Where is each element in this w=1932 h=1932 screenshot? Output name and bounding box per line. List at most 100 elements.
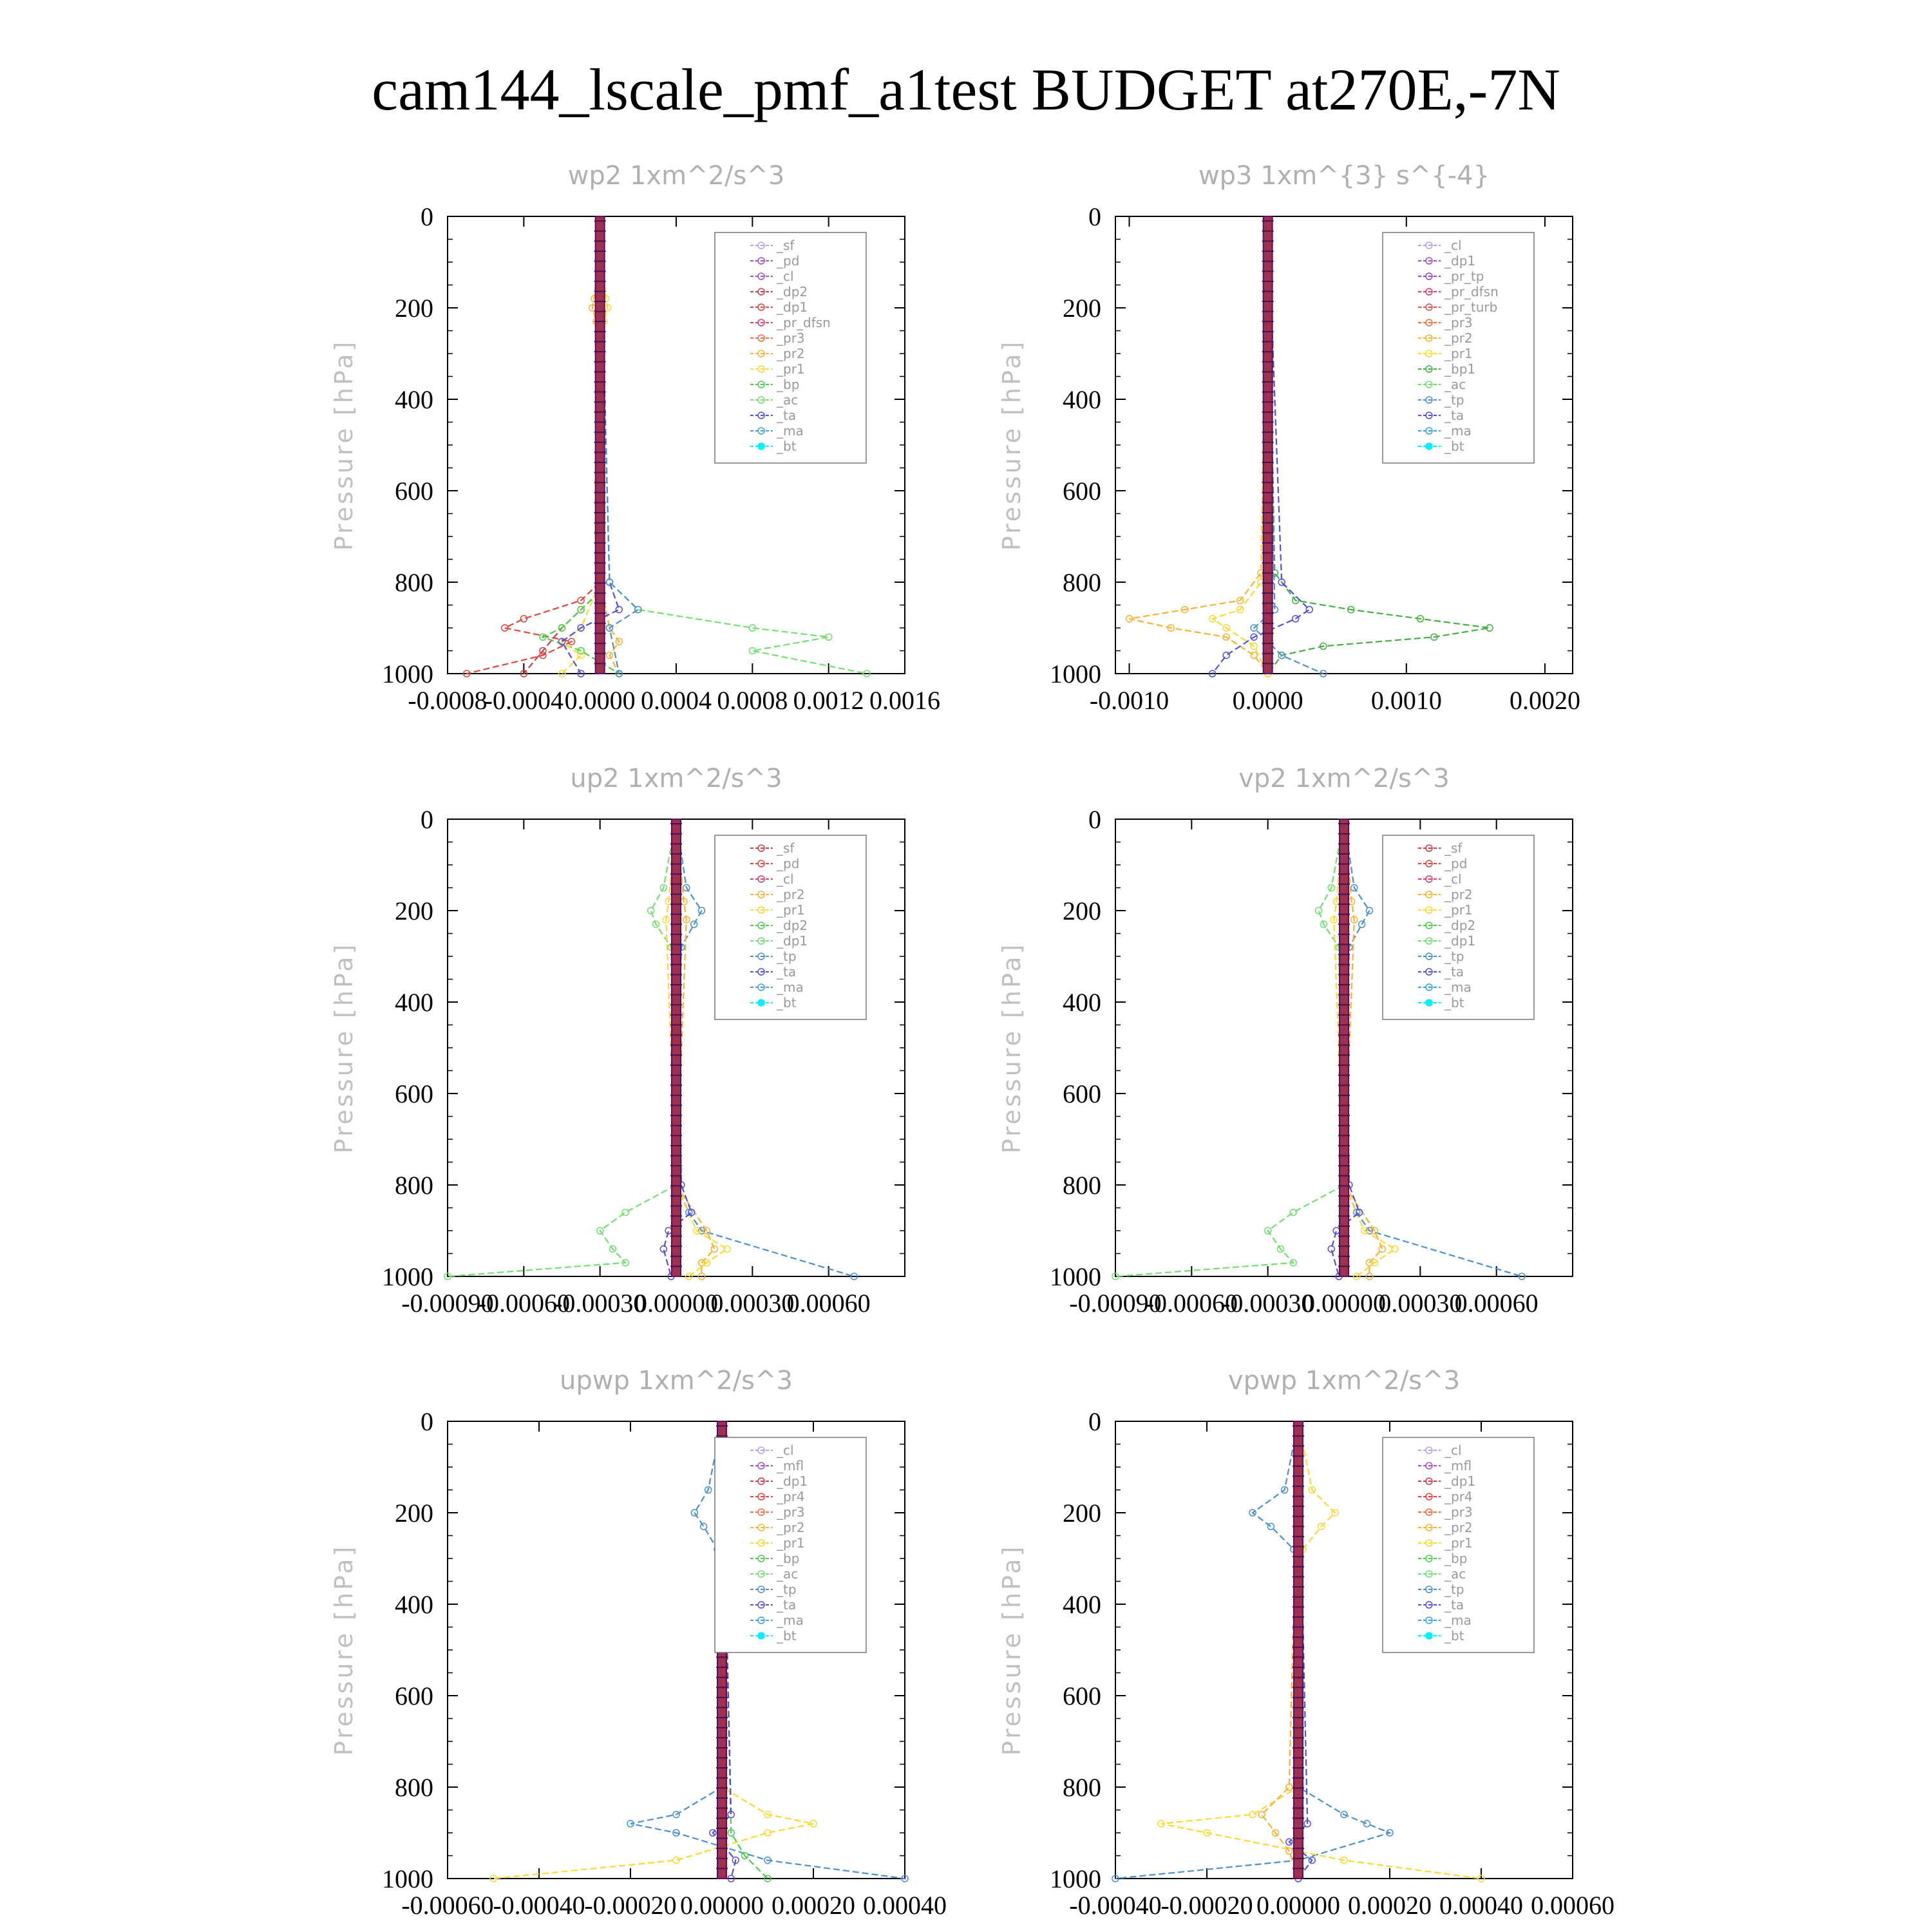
chart-panel-0: wp2 1xm^2/s^3 Pressure [hPa] 0 200 400 600 800… xyxy=(330,161,940,715)
legend-entry: _sf xyxy=(1444,840,1463,856)
series-point xyxy=(732,1856,740,1864)
legend-marker xyxy=(757,906,765,914)
legend-entry: _pd xyxy=(776,856,799,871)
legend-entry: _dp1 xyxy=(1444,1473,1475,1489)
series-point xyxy=(609,1245,617,1253)
y-tick-label: 1000 xyxy=(1050,1864,1101,1893)
series-point xyxy=(683,916,690,923)
series-point xyxy=(1320,920,1328,929)
panel-title: vp2 1xm^2/s^3 xyxy=(1238,764,1450,793)
series-line-dp2 xyxy=(523,216,601,674)
series-point xyxy=(1365,1273,1374,1280)
legend-entry: _pr1 xyxy=(776,902,805,918)
series-point xyxy=(810,1820,817,1828)
zero-marker-bar xyxy=(594,216,605,674)
series-point xyxy=(1365,1258,1374,1267)
legend-marker xyxy=(757,1477,765,1485)
y-tick-label: 400 xyxy=(1063,1590,1101,1619)
y-tick-label: 200 xyxy=(395,294,433,323)
legend-entry: _pd xyxy=(776,253,799,269)
x-tick-label: 0.00030 xyxy=(1378,1289,1462,1318)
series-point xyxy=(863,670,871,677)
series-point xyxy=(727,1829,735,1837)
x-tick-label: 0.0000 xyxy=(1233,686,1303,715)
series-point xyxy=(1330,916,1338,923)
series-point xyxy=(1157,1820,1165,1828)
x-tick-label: 0.00060 xyxy=(1531,1891,1615,1920)
series-point xyxy=(1280,1486,1289,1494)
series-point xyxy=(615,605,623,614)
series-point xyxy=(539,651,547,659)
legend-entry: _dp1 xyxy=(776,1473,808,1489)
series-point xyxy=(703,1258,711,1267)
legend-entry: _bt xyxy=(776,439,797,454)
legend-entry: _ma xyxy=(776,423,804,439)
legend-entry: _ta xyxy=(776,408,796,423)
series-point xyxy=(1477,1875,1485,1882)
series-point xyxy=(1358,920,1366,929)
legend-marker xyxy=(1425,1477,1433,1485)
y-tick-label: 200 xyxy=(1063,294,1101,323)
y-tick-label: 600 xyxy=(395,477,433,506)
legend-marker xyxy=(1425,968,1433,976)
series-point xyxy=(489,1875,497,1882)
series-point xyxy=(627,1820,634,1828)
legend-entry: _ma xyxy=(1444,980,1472,995)
legend-entry: _bt xyxy=(776,995,797,1010)
legend-entry: _bt xyxy=(776,1628,797,1643)
legend-marker xyxy=(1425,1555,1433,1562)
series-point xyxy=(748,624,757,632)
series-point xyxy=(1222,624,1230,632)
legend-box xyxy=(714,232,867,464)
legend-marker xyxy=(1425,1462,1433,1470)
series-point xyxy=(685,1208,693,1217)
legend-marker xyxy=(757,257,765,265)
series-point xyxy=(1278,651,1285,659)
series-point xyxy=(1267,1522,1275,1531)
legend-marker xyxy=(757,1539,765,1547)
legend-entry: _cl xyxy=(1444,238,1462,253)
series-point xyxy=(1291,615,1300,623)
series-point xyxy=(1276,1245,1285,1253)
legend-marker xyxy=(757,396,765,404)
legend-entry: _pr_dfsn xyxy=(776,315,831,330)
legend-entry: _ac xyxy=(1444,377,1466,392)
series-point xyxy=(764,1856,772,1864)
x-tick-label: 0.00040 xyxy=(863,1891,947,1920)
series-point xyxy=(605,578,614,586)
legend-marker xyxy=(1425,860,1433,867)
series-point xyxy=(558,638,566,646)
x-tick-label: -0.00060 xyxy=(478,1289,570,1318)
legend-box xyxy=(1382,1437,1535,1653)
series-point xyxy=(1308,1486,1316,1494)
series-point xyxy=(1271,1829,1280,1837)
series-point xyxy=(662,916,670,923)
y-tick-label: 400 xyxy=(395,988,433,1017)
x-tick-label: -0.0008 xyxy=(408,686,487,715)
legend-entry: _mfl xyxy=(776,1458,804,1473)
legend-marker xyxy=(1425,922,1433,929)
legend-entry: _pr_turb xyxy=(1444,299,1497,315)
y-tick-label: 800 xyxy=(395,568,433,597)
series-point xyxy=(1285,1847,1293,1855)
series-point xyxy=(1327,884,1336,892)
y-tick-label: 800 xyxy=(395,1171,433,1200)
series-point xyxy=(1208,615,1217,623)
legend-marker xyxy=(1425,303,1433,311)
legend-marker xyxy=(1425,1524,1433,1531)
x-tick-label: -0.00030 xyxy=(554,1289,646,1318)
legend-marker xyxy=(1425,257,1433,265)
series-point xyxy=(727,1875,735,1882)
legend-marker xyxy=(757,1632,765,1640)
legend-marker xyxy=(757,242,765,249)
series-point xyxy=(659,884,668,892)
legend-entry: _pr3 xyxy=(1444,315,1473,330)
legend-entry: _tp xyxy=(1444,392,1464,408)
x-tick-label: 0.0012 xyxy=(793,686,864,715)
series-line-ta xyxy=(1211,216,1311,674)
legend-entry: _pr1 xyxy=(776,361,805,377)
series-line-tp xyxy=(1115,1421,1392,1880)
legend-marker xyxy=(1425,442,1433,450)
legend-entry: _pr3 xyxy=(776,330,805,346)
